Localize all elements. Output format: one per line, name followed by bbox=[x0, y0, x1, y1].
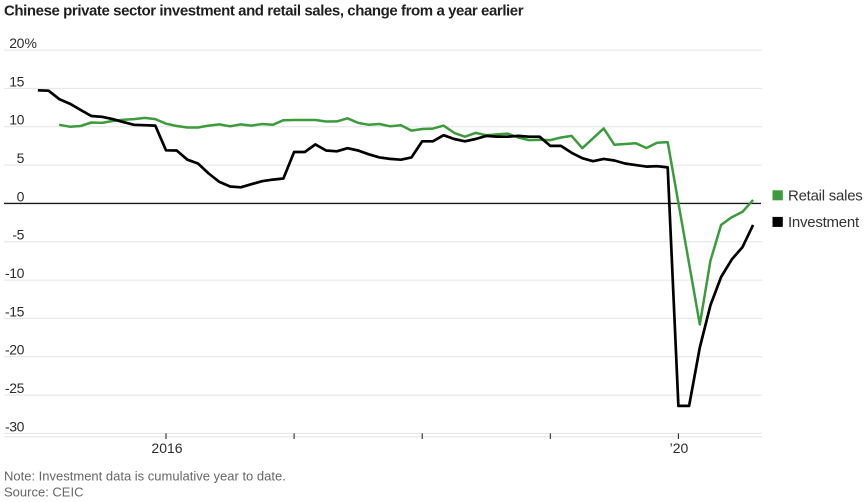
svg-text:-15: -15 bbox=[5, 303, 25, 319]
svg-text:-10: -10 bbox=[5, 265, 25, 281]
svg-text:Note: Investment data is cumul: Note: Investment data is cumulative year… bbox=[4, 469, 286, 484]
svg-text:Investment: Investment bbox=[788, 214, 860, 231]
svg-text:2016: 2016 bbox=[151, 440, 182, 456]
svg-text:-25: -25 bbox=[5, 380, 25, 396]
svg-text:0: 0 bbox=[17, 188, 25, 204]
svg-text:20: 20 bbox=[9, 35, 24, 51]
svg-text:%: % bbox=[25, 35, 37, 51]
svg-text:Chinese private sector investm: Chinese private sector investment and re… bbox=[4, 3, 524, 20]
svg-text:Source: CEIC: Source: CEIC bbox=[4, 485, 83, 500]
svg-text:Retail sales: Retail sales bbox=[788, 188, 863, 205]
svg-text:’20: ’20 bbox=[670, 440, 689, 456]
svg-text:-30: -30 bbox=[5, 418, 25, 434]
svg-text:15: 15 bbox=[9, 73, 24, 89]
svg-text:5: 5 bbox=[17, 150, 25, 166]
svg-text:-5: -5 bbox=[12, 227, 24, 243]
svg-text:-20: -20 bbox=[5, 342, 25, 358]
svg-text:10: 10 bbox=[9, 112, 24, 128]
